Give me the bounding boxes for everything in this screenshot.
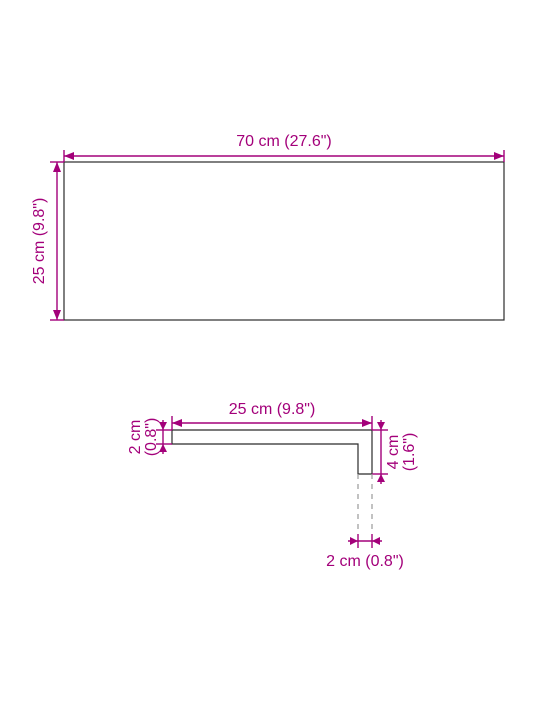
label-width-70: 70 cm (27.6") [236, 133, 332, 150]
label-thick-top-line1: 2 cm [127, 420, 144, 455]
dim-thickness-top: 2 cm (0.8") [127, 418, 172, 457]
dim-depth-25: 25 cm (9.8") [172, 401, 372, 430]
dim-thickness-apron: 2 cm (0.8") [326, 534, 404, 570]
dim-width-70: 70 cm (27.6") [64, 133, 504, 162]
dim-height-25: 25 cm (9.8") [31, 162, 64, 320]
label-depth-25: 25 cm (9.8") [229, 401, 316, 418]
top-view: 70 cm (27.6") 25 cm (9.8") [31, 133, 504, 320]
label-drop-4-line1: 4 cm [385, 435, 402, 470]
dashed-drop [358, 474, 372, 534]
label-height-25: 25 cm (9.8") [31, 198, 48, 285]
profile-outline [172, 430, 372, 474]
label-thick-top-line2: (0.8") [143, 418, 160, 457]
label-thick-apron: 2 cm (0.8") [326, 553, 404, 570]
label-drop-4-line2: (1.6") [401, 433, 418, 472]
top-view-rect [64, 162, 504, 320]
diagram-svg: 70 cm (27.6") 25 cm (9.8") 25 cm (9.8") [0, 0, 540, 720]
dim-drop-4: 4 cm (1.6") [372, 420, 418, 484]
profile-view: 25 cm (9.8") 2 cm (0.8") 4 cm [127, 401, 418, 570]
diagram-stage: 70 cm (27.6") 25 cm (9.8") 25 cm (9.8") [0, 0, 540, 720]
